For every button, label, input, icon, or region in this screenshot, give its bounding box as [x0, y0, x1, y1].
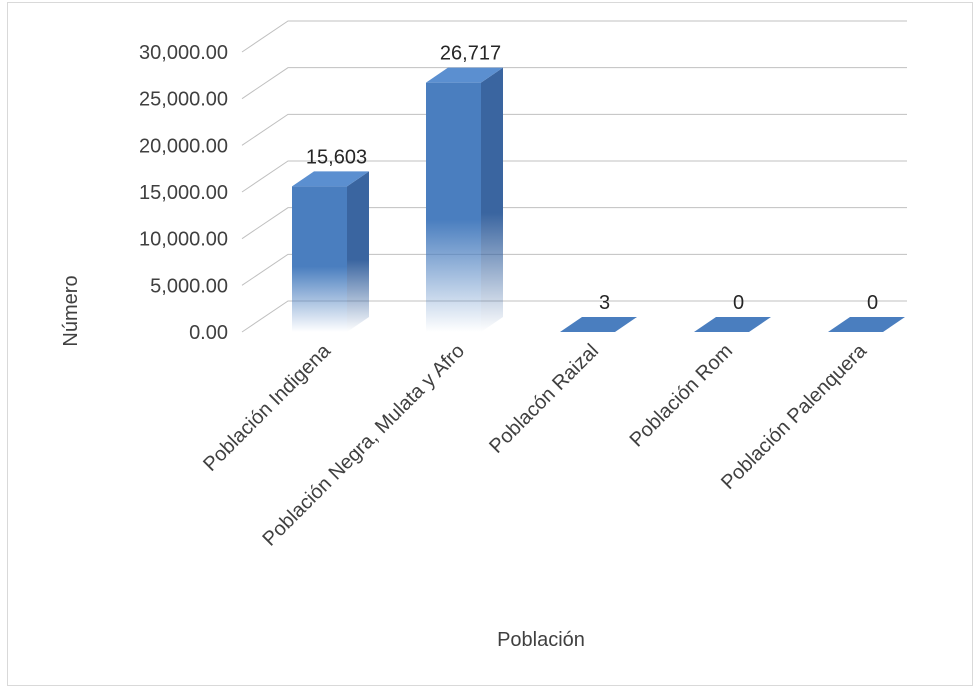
y-tick-label: 15,000.00	[139, 182, 228, 204]
gridline	[241, 20, 907, 53]
bar	[560, 316, 637, 332]
bar	[292, 171, 369, 332]
gridline	[241, 207, 907, 240]
bar-side	[481, 67, 503, 333]
x-category-label: Población Indigena	[199, 339, 335, 475]
x-category-label: Población Palenquera	[717, 339, 872, 494]
bar-top	[560, 316, 637, 332]
bar-front	[292, 186, 347, 332]
data-label: 0	[733, 292, 744, 314]
bar-front	[426, 82, 481, 333]
bars	[292, 67, 905, 333]
x-axis-title: Población	[497, 629, 585, 651]
y-tick-label: 25,000.00	[139, 89, 228, 111]
data-label: 0	[867, 292, 878, 314]
x-category-label: Población Rom	[626, 340, 737, 451]
gridline	[241, 160, 907, 193]
bar-top	[828, 317, 905, 332]
data-labels: 15,603 26,717 3 0 0	[306, 43, 878, 314]
y-tick-label: 30,000.00	[139, 42, 228, 64]
y-tick-label: 5,000.00	[150, 275, 228, 297]
gridline	[241, 300, 907, 333]
data-label: 3	[599, 292, 610, 314]
y-axis-title: Número	[60, 275, 82, 346]
bar-top	[694, 317, 771, 332]
gridline	[241, 67, 907, 100]
y-tick-label: 10,000.00	[139, 229, 228, 251]
y-tick-label: 0.00	[189, 322, 228, 344]
bar-side	[347, 171, 369, 332]
y-tick-label: 20,000.00	[139, 135, 228, 157]
y-axis-ticks: 0.00 5,000.00 10,000.00 15,000.00 20,000.00 2…	[139, 42, 228, 344]
bar-top	[292, 171, 369, 187]
data-label: 15,603	[306, 146, 367, 168]
bar-top	[426, 67, 503, 83]
gridlines	[241, 20, 907, 333]
x-category-label: Poblacón Raizal	[485, 340, 603, 458]
bar	[694, 317, 771, 332]
data-label: 26,717	[440, 43, 501, 65]
bar	[426, 67, 503, 333]
bar	[828, 317, 905, 332]
gridline	[241, 113, 907, 146]
gridline	[241, 253, 907, 286]
